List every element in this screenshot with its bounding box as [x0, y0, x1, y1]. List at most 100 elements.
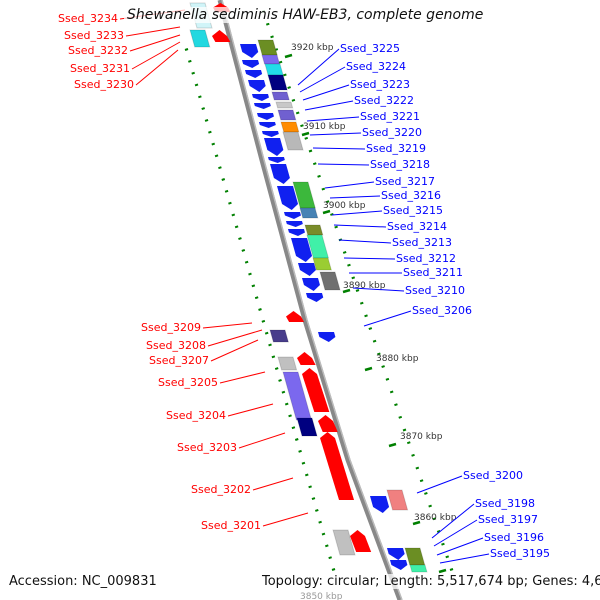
tick-dot	[445, 555, 450, 559]
tick-label: 3880 kbp	[376, 354, 419, 364]
tick-label: 3850 kbp	[300, 592, 343, 600]
tick-dot	[251, 284, 256, 288]
label-leader-line	[238, 432, 286, 449]
tick-dot	[287, 86, 291, 90]
tick-dot	[308, 149, 313, 153]
tick-dot	[224, 189, 229, 193]
tick-dot	[191, 71, 195, 75]
gene-label: Ssed_3212	[396, 252, 456, 265]
forward-gene-arrow	[262, 131, 279, 137]
tick-dot	[271, 355, 276, 359]
gene-label: Ssed_3213	[392, 236, 452, 249]
gene-label: Ssed_3209	[141, 321, 201, 334]
tick-dot	[385, 377, 390, 381]
label-leader-line	[309, 132, 362, 136]
tick-dot	[428, 504, 432, 508]
feature-box	[312, 257, 333, 271]
gene-label: Ssed_3225	[340, 42, 400, 55]
forward-gene-arrow	[288, 229, 305, 236]
major-tick	[364, 366, 373, 372]
tick-dot	[218, 166, 222, 170]
tick-dot	[347, 263, 351, 267]
tick-dot	[184, 48, 189, 51]
gene-label: Ssed_3230	[74, 78, 134, 91]
tick-dot	[389, 390, 394, 394]
tick-dot	[334, 225, 338, 229]
tick-dot	[411, 453, 415, 457]
label-leader-line	[202, 322, 253, 329]
label-leader-line	[131, 41, 181, 70]
feature-box	[261, 54, 281, 65]
feature-box	[296, 417, 318, 437]
reverse-gene-arrow	[286, 311, 305, 322]
tick-dot	[364, 314, 368, 318]
tick-dot	[359, 301, 364, 305]
forward-gene-arrow	[298, 263, 316, 276]
tick-dot	[312, 162, 317, 166]
forward-gene-arrow	[240, 44, 259, 58]
label-leader-line	[210, 339, 259, 362]
gene-label: Ssed_3198	[475, 497, 535, 510]
tick-dot	[402, 428, 407, 432]
label-leader-line	[343, 257, 396, 260]
tick-dot	[221, 178, 226, 181]
label-leader-line	[129, 34, 181, 52]
tick-dot	[261, 319, 266, 323]
reverse-gene-arrow	[318, 415, 338, 432]
gene-label: Ssed_3224	[346, 60, 406, 73]
label-leader-line	[312, 147, 366, 150]
feature-box	[319, 271, 341, 291]
tick-dot	[231, 213, 236, 217]
label-leader-line	[299, 66, 346, 93]
tick-dot	[264, 331, 269, 335]
tick-dot	[398, 415, 403, 419]
tick-dot	[278, 60, 283, 64]
forward-gene-arrow	[254, 103, 271, 109]
label-leader-line	[297, 48, 340, 86]
tick-dot	[228, 201, 232, 205]
gene-label: Ssed_3206	[412, 304, 472, 317]
forward-gene-arrow	[306, 293, 324, 302]
forward-gene-arrow	[242, 60, 260, 68]
tick-dot	[268, 343, 272, 347]
tick-dot	[377, 352, 381, 356]
tick-dot	[281, 390, 286, 394]
tick-dot	[254, 296, 259, 300]
feature-box	[404, 547, 426, 566]
forward-gene-arrow	[286, 221, 303, 227]
gene-label: Ssed_3220	[362, 126, 422, 139]
tick-label: 3890 kbp	[343, 281, 386, 291]
tick-dot	[204, 118, 209, 122]
feature-box	[306, 234, 330, 259]
tick-dot	[381, 365, 385, 369]
forward-gene-arrow	[390, 560, 408, 570]
tick-dot	[238, 237, 242, 241]
forward-gene-arrow	[270, 164, 290, 184]
gene-label: Ssed_3202	[191, 483, 251, 496]
label-leader-line	[227, 403, 274, 417]
feature-box	[386, 489, 409, 511]
gene-label: Ssed_3195	[490, 547, 550, 560]
tick-dot	[441, 542, 445, 546]
forward-gene-arrow	[245, 70, 263, 78]
tick-dot	[424, 491, 428, 495]
gene-label: Ssed_3222	[354, 94, 414, 107]
tick-dot	[265, 22, 270, 26]
tick-dot	[351, 276, 356, 280]
forward-gene-arrow	[291, 238, 313, 262]
gene-label: Ssed_3216	[381, 189, 441, 202]
gene-label: Ssed_3200	[463, 469, 523, 482]
tick-dot	[415, 466, 420, 470]
forward-gene-arrow	[370, 496, 390, 513]
tick-dot	[394, 403, 398, 407]
major-tick	[412, 520, 421, 526]
label-leader-line	[135, 49, 179, 86]
gene-label: Ssed_3231	[70, 62, 130, 75]
major-tick	[301, 131, 310, 137]
tick-dot	[325, 544, 329, 548]
label-leader-line	[317, 163, 370, 166]
forward-gene-arrow	[318, 332, 336, 342]
tick-dot	[308, 485, 312, 489]
gene-label: Ssed_3234	[58, 12, 118, 25]
